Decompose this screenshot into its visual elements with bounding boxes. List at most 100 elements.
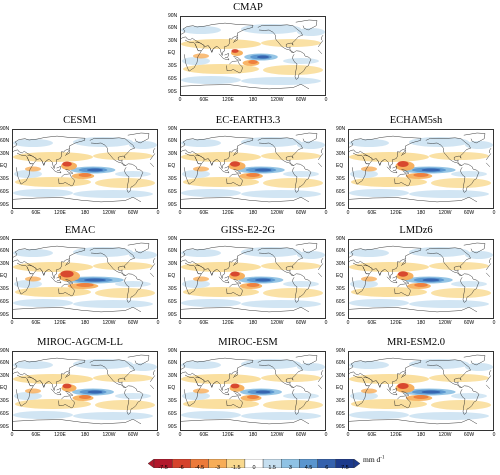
- precipitation-map: [12, 129, 158, 209]
- latitude-tick-label: 30N: [168, 38, 178, 44]
- latitude-tick-label: EQ: [0, 163, 8, 169]
- colorbar-tick-label: -6: [178, 465, 184, 471]
- longitude-tick-label: 60E: [367, 210, 377, 216]
- map-panel: LMDz6 90N 60N 30N EQ 30S 60S 90S 0 60E 120E 180 120W…: [336, 225, 496, 329]
- panel-title: LMDz6: [399, 225, 433, 236]
- latitude-tick-label: 60S: [168, 411, 177, 417]
- latitude-tick-label: 60S: [0, 189, 9, 195]
- latitude-tick-label: 90N: [168, 13, 178, 19]
- latitude-tick-label: 30N: [168, 373, 178, 379]
- longitude-tick-label: 120W: [438, 320, 452, 326]
- longitude-tick-label: 0: [346, 320, 350, 326]
- precipitation-map: [12, 351, 158, 431]
- latitude-tick-label: 90N: [336, 236, 346, 242]
- colorbar-tick-label: 3: [288, 465, 292, 471]
- latitude-tick-label: 90N: [0, 348, 10, 354]
- latitude-tick-label: 90S: [0, 202, 9, 208]
- latitude-tick-label: 30S: [0, 286, 9, 292]
- longitude-tick-label: 120E: [222, 432, 234, 438]
- longitude-tick-label: 0: [492, 210, 496, 216]
- latitude-tick-label: 90N: [168, 236, 178, 242]
- map-panel: EMAC 90N 60N 30N EQ 30S 60S 90S 0 60E 120E 180 120W 6…: [0, 225, 160, 329]
- panel-title: EMAC: [64, 225, 96, 236]
- latitude-tick-label: 90N: [168, 126, 178, 132]
- map-panel: CESM1 90N 60N 30N EQ 30S 60S 90S 0 60E 120E 180 120W…: [0, 115, 160, 219]
- longitude-tick-label: 60E: [199, 97, 209, 103]
- latitude-tick-label: 30N: [336, 261, 346, 267]
- longitude-tick-label: 0: [324, 210, 328, 216]
- longitude-tick-label: 0: [492, 432, 496, 438]
- latitude-tick-label: 90N: [336, 126, 346, 132]
- map-panel: MIROC-ESM 90N 60N 30N EQ 30S 60S 90S 0 60E 120E 180…: [168, 337, 328, 441]
- latitude-tick-label: 90S: [0, 424, 9, 430]
- map-panel: GISS-E2-2G 90N 60N 30N EQ 30S 60S 90S 0 60E 120E 18…: [168, 225, 328, 329]
- latitude-tick-label: 60S: [336, 411, 345, 417]
- longitude-tick-label: 120W: [438, 210, 452, 216]
- precipitation-map: [348, 129, 494, 209]
- colorbar-tick-label: 7.5: [341, 465, 349, 471]
- map-panel: MIROC-AGCM-LL 90N 60N 30N EQ 30S 60S 90S 0 60E 120…: [0, 337, 160, 441]
- longitude-tick-label: 0: [178, 320, 182, 326]
- longitude-tick-label: 120W: [270, 97, 284, 103]
- panel-title: MIROC-ESM: [218, 337, 278, 348]
- precipitation-map: [180, 239, 326, 319]
- longitude-tick-label: 60W: [295, 210, 307, 216]
- latitude-tick-label: 60S: [0, 299, 9, 305]
- colorbar-tick-label: -4.5: [194, 465, 205, 471]
- longitude-tick-label: 120E: [390, 320, 402, 326]
- longitude-tick-label: 0: [10, 210, 14, 216]
- longitude-tick-label: 0: [324, 97, 328, 103]
- longitude-tick-label: 60W: [295, 320, 307, 326]
- longitude-tick-label: 120W: [270, 432, 284, 438]
- longitude-tick-label: 120E: [54, 320, 66, 326]
- longitude-tick-label: 60E: [199, 210, 209, 216]
- longitude-tick-label: 60W: [463, 432, 475, 438]
- panel-title: CMAP: [233, 2, 263, 13]
- panel-title: ECHAM5sh: [389, 115, 443, 126]
- panel-title: MIROC-AGCM-LL: [37, 337, 123, 348]
- longitude-tick-label: 120W: [102, 432, 116, 438]
- longitude-tick-label: 60E: [31, 320, 41, 326]
- latitude-tick-label: 60N: [168, 360, 178, 366]
- longitude-tick-label: 180: [416, 432, 426, 438]
- longitude-tick-label: 0: [178, 210, 182, 216]
- longitude-tick-label: 120E: [222, 320, 234, 326]
- map-panel: EC-EARTH3.3 90N 60N 30N EQ 30S 60S 90S 0 60E 120E 1…: [168, 115, 328, 219]
- latitude-tick-label: 30S: [336, 176, 345, 182]
- colorbar-tick-label: 0: [252, 465, 256, 471]
- latitude-tick-label: 90S: [336, 312, 345, 318]
- longitude-tick-label: 60E: [31, 432, 41, 438]
- latitude-tick-label: 30S: [336, 286, 345, 292]
- latitude-tick-label: 90N: [168, 348, 178, 354]
- panel-title: MRI-ESM2.0: [386, 337, 446, 348]
- latitude-tick-label: 60S: [168, 76, 177, 82]
- longitude-tick-label: 120W: [270, 210, 284, 216]
- latitude-tick-label: 60N: [336, 138, 346, 144]
- longitude-tick-label: 120W: [438, 432, 452, 438]
- precipitation-map: [348, 239, 494, 319]
- latitude-tick-label: 90S: [0, 312, 9, 318]
- longitude-tick-label: 180: [248, 210, 258, 216]
- latitude-tick-label: 30S: [168, 176, 177, 182]
- longitude-tick-label: 60W: [127, 320, 139, 326]
- longitude-tick-label: 0: [178, 97, 182, 103]
- colorbar-tick-label: 4.5: [304, 465, 313, 471]
- longitude-tick-label: 0: [324, 432, 328, 438]
- latitude-tick-label: 60N: [336, 360, 346, 366]
- longitude-tick-label: 60E: [367, 432, 377, 438]
- latitude-tick-label: EQ: [168, 163, 176, 169]
- longitude-tick-label: 0: [346, 432, 350, 438]
- longitude-tick-label: 120E: [54, 432, 66, 438]
- precipitation-map: [180, 129, 326, 209]
- longitude-tick-label: 0: [346, 210, 350, 216]
- latitude-tick-label: 30S: [168, 286, 177, 292]
- latitude-tick-label: 60N: [0, 138, 10, 144]
- longitude-tick-label: 0: [10, 320, 14, 326]
- longitude-tick-label: 60W: [295, 97, 307, 103]
- longitude-tick-label: 0: [324, 320, 328, 326]
- longitude-tick-label: 60E: [367, 320, 377, 326]
- latitude-tick-label: 60N: [0, 360, 10, 366]
- precipitation-map: [180, 351, 326, 431]
- latitude-tick-label: 60S: [336, 299, 345, 305]
- colorbar-tick-label: 6: [325, 465, 329, 471]
